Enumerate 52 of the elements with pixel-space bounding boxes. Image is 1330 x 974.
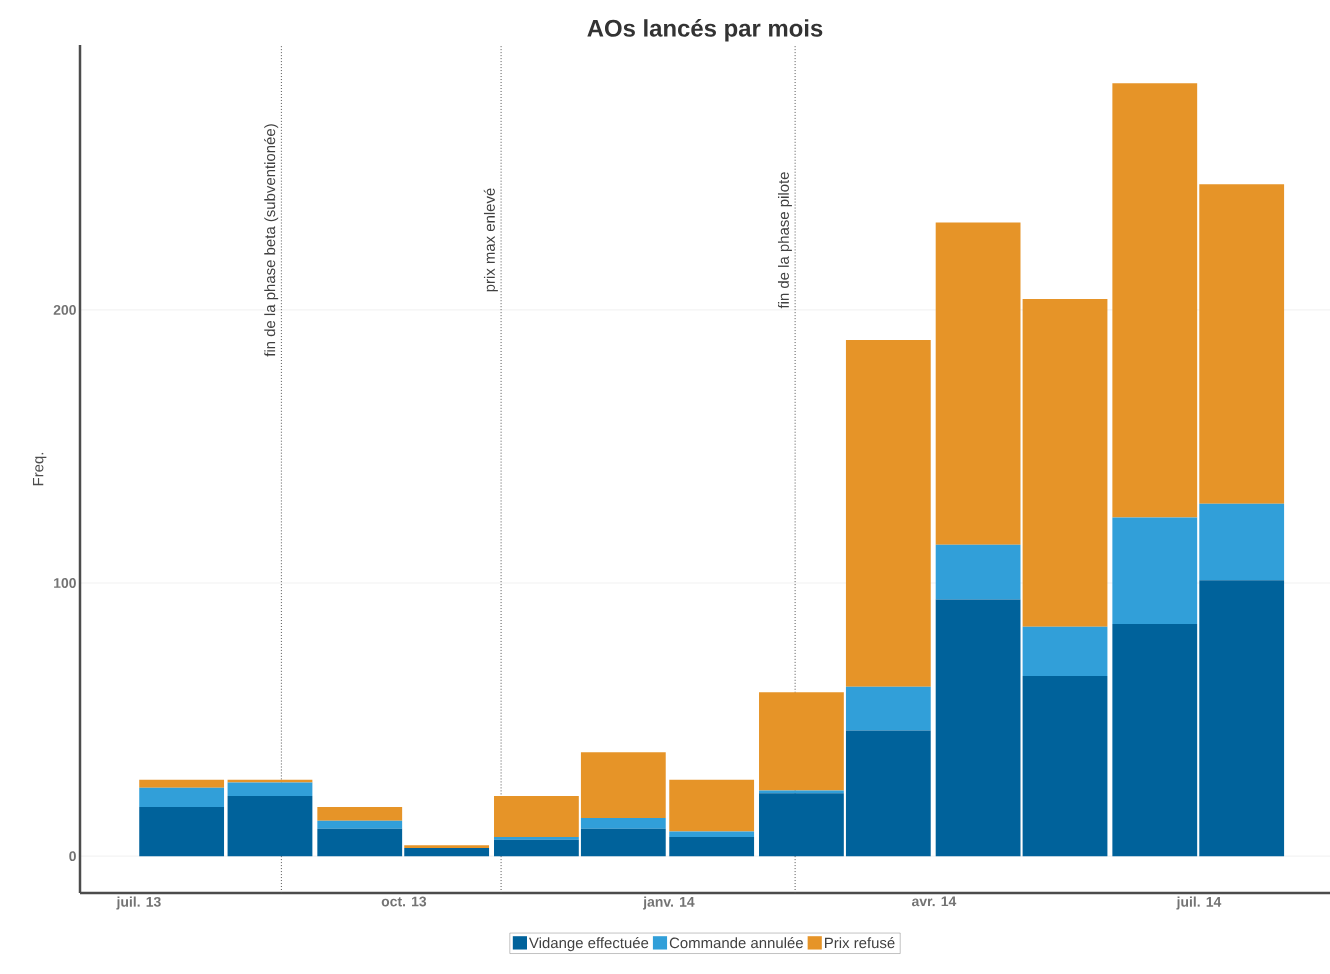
bar <box>1022 675 1108 857</box>
ref-line-label: prix max enlevé <box>483 188 498 292</box>
bar <box>669 779 755 832</box>
bar <box>759 692 844 791</box>
y-tick-label: 0 <box>69 851 76 862</box>
bar <box>1022 298 1108 627</box>
bar <box>845 686 931 731</box>
bar <box>935 599 1021 857</box>
x-tick-label: juil. 14 <box>1176 896 1222 910</box>
x-tick-label: janv. 14 <box>642 896 695 910</box>
y-tick-label: 100 <box>54 578 76 588</box>
bar <box>494 839 579 857</box>
bar <box>845 730 931 857</box>
bar <box>1022 626 1108 676</box>
bar <box>227 782 313 797</box>
y-axis-title: Freq. <box>32 452 47 486</box>
bar <box>580 817 666 829</box>
bar <box>759 793 844 857</box>
bar <box>669 837 755 857</box>
chart-title: AOs lancés par mois <box>587 19 823 42</box>
bar <box>404 847 490 857</box>
bar <box>1199 580 1285 857</box>
bar <box>669 831 755 838</box>
bar <box>1199 503 1285 581</box>
y-tick-label: 200 <box>53 304 76 315</box>
bar <box>935 544 1021 600</box>
bar <box>1112 83 1198 518</box>
bar <box>1112 517 1198 624</box>
legend-label: Prix refusé <box>825 937 895 949</box>
bar <box>1199 184 1285 504</box>
bar <box>494 837 579 840</box>
bar <box>139 779 225 788</box>
ref-line-label: fin de la phase pilote <box>777 172 792 309</box>
bar <box>317 806 403 821</box>
bar <box>580 828 666 857</box>
bar <box>494 796 579 838</box>
x-tick-label: avr. 14 <box>911 896 957 907</box>
bar <box>580 752 666 818</box>
ref-line-label: fin de la phase beta (subventionée) <box>264 124 279 357</box>
legend-label: Vidange effectuée <box>529 937 649 952</box>
x-tick-label: juil. 13 <box>116 896 161 910</box>
bar <box>317 828 403 857</box>
x-tick-label: oct. 13 <box>381 896 427 907</box>
bar <box>317 820 403 829</box>
bar <box>227 796 313 857</box>
bar <box>139 787 225 807</box>
bar <box>1112 623 1198 857</box>
bar <box>404 845 490 848</box>
bar <box>845 339 931 687</box>
bar <box>935 222 1021 545</box>
bar <box>139 806 225 857</box>
legend-label: Commande annulée <box>669 937 803 949</box>
